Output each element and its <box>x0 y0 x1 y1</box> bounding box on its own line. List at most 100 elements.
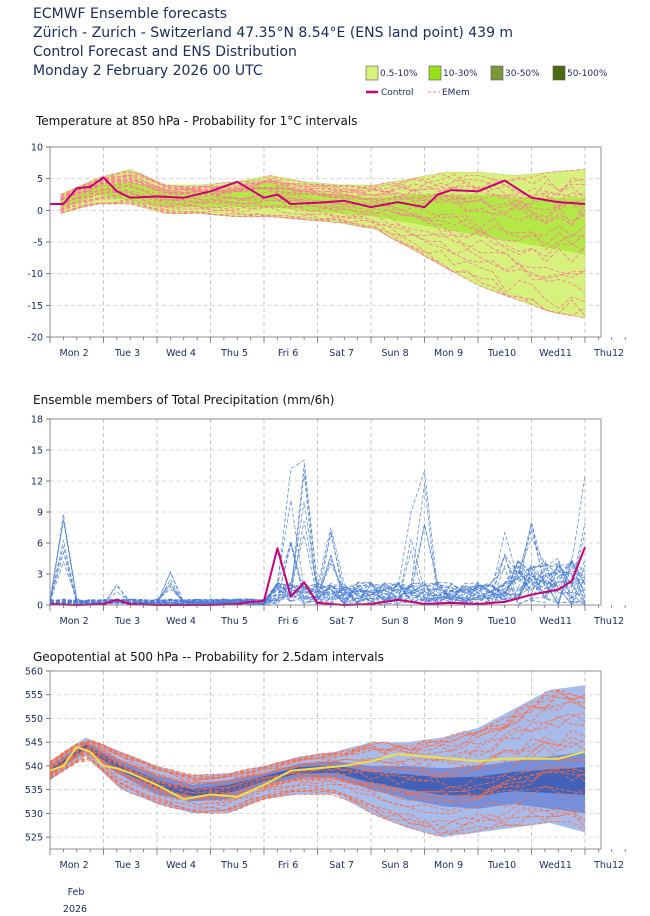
x-tick-label: Wed 4 <box>166 860 196 871</box>
y-tick-label: 5 <box>37 174 43 185</box>
legend-emem-label: EMem <box>442 88 470 98</box>
ensemble-member-line <box>60 182 586 238</box>
x-tick-label: Wed 4 <box>166 348 196 359</box>
ensemble-member-line <box>49 757 586 834</box>
x-tick-label: Tue 3 <box>114 348 140 359</box>
y-tick-label: 10 <box>31 143 43 154</box>
x-tick-label: Thu12 <box>593 860 624 871</box>
ensemble-member-line <box>49 713 586 784</box>
y-tick-label: 525 <box>25 833 43 844</box>
x-tick-label: Sun 8 <box>382 348 409 359</box>
control-line <box>49 546 586 606</box>
ensemble-member-line <box>49 689 586 777</box>
y-tick-label: 535 <box>25 785 43 796</box>
ensemble-member-line <box>49 694 586 779</box>
y-tick-label: 6 <box>37 539 43 550</box>
legend-label-2: 30-50% <box>505 69 540 79</box>
x-tick-label: Tue10 <box>487 616 516 627</box>
header-date: Monday 2 February 2026 00 UTC <box>33 63 263 79</box>
x-tick-label: Sat 7 <box>329 616 354 627</box>
ensemble-member-line <box>49 760 586 837</box>
x-tick-label: Tue 3 <box>114 616 140 627</box>
y-tick-label: -10 <box>27 269 43 280</box>
x-tick-label: Thu12 <box>593 348 624 359</box>
legend-swatch-0 <box>365 65 379 81</box>
panel-2: 560 555 550 545 540 535 530 525 Mon 2 Tue 3 Wed 4 T… <box>25 667 626 871</box>
x-tick-label: Mon 9 <box>434 348 463 359</box>
y-tick-label: 560 <box>25 667 43 678</box>
x-tick-label: Mon 2 <box>60 860 89 871</box>
legend-control-label: Control <box>381 88 414 98</box>
panel-1: 18 15 12 9 6 3 0 Mon 2 Tue 3 Wed 4 Thu 5 Fri 6 Sat 7… <box>31 415 626 627</box>
x-tick-label: Thu12 <box>593 616 624 627</box>
y-tick-label: 12 <box>31 477 43 488</box>
x-tick-label: Wed11 <box>539 860 572 871</box>
legend-label-3: 50-100% <box>567 69 608 79</box>
ensemble-member-line <box>49 483 586 606</box>
plot-frame <box>49 146 602 338</box>
ensemble-member-line <box>49 750 586 799</box>
panel-0: 10 5 0 -5 -10 -15 -20 Mon 2 Tue 3 Wed 4 Thu 5 Fri 6… <box>27 143 626 359</box>
ensemble-member-line <box>60 193 586 278</box>
probability-band-10-30 <box>60 181 585 255</box>
header-subtitle: Control Forecast and ENS Distribution <box>33 44 297 60</box>
y-tick-label: 3 <box>37 570 43 581</box>
legend-label-1: 10-30% <box>443 69 478 79</box>
x-tick-label: Tue10 <box>487 348 516 359</box>
ensemble-member-line <box>60 170 586 198</box>
x-tick-label: Thu 5 <box>220 348 248 359</box>
ensemble-member-line <box>60 190 586 263</box>
ensemble-member-line <box>60 201 586 319</box>
control-line <box>50 176 586 209</box>
x-tick-label: Fri 6 <box>278 348 298 359</box>
y-tick-label: 530 <box>25 809 43 820</box>
x-tick-label: Thu 5 <box>220 616 248 627</box>
ensemble-member-line <box>49 740 586 794</box>
ensemble-member-line <box>49 561 586 605</box>
x-tick-label: Tue10 <box>487 860 516 871</box>
y-tick-label: 550 <box>25 714 43 725</box>
x-tick-label: Sun 8 <box>382 616 409 627</box>
ensemble-member-line <box>60 174 586 197</box>
ensemble-member-line <box>49 520 586 605</box>
legend-swatch-3 <box>552 65 566 81</box>
ensemble-member-line <box>49 750 586 800</box>
y-tick-label: 540 <box>25 761 43 772</box>
plot-frame <box>49 670 602 850</box>
ensemble-member-line <box>49 729 586 792</box>
ensemble-member-line <box>49 758 586 831</box>
control-line <box>49 745 586 801</box>
y-tick-label: -15 <box>27 301 43 312</box>
x-tick-label: Wed 4 <box>166 616 196 627</box>
legend-swatch-1 <box>428 65 442 81</box>
x-tick-label: Fri 6 <box>278 616 298 627</box>
ensemble-member-line <box>49 755 586 815</box>
ensemble-member-line <box>60 180 586 227</box>
temperature-panel-title: Temperature at 850 hPa - Probability for… <box>36 114 358 128</box>
ensemble-member-line <box>60 195 586 293</box>
x-tick-label: Wed11 <box>539 616 572 627</box>
plot-frame <box>49 418 602 606</box>
ensemble-member-line <box>49 464 586 606</box>
ensemble-member-line <box>60 202 586 317</box>
geopotential-panel-title: Geopotential at 500 hPa -- Probability f… <box>33 650 384 664</box>
ensemble-member-line <box>49 750 586 800</box>
x-tick-label: Thu 5 <box>220 860 248 871</box>
ensemble-member-line <box>60 174 586 199</box>
x-tick-label: Mon 9 <box>434 860 463 871</box>
x-tick-label: Sun 8 <box>382 860 409 871</box>
x-tick-label: Sat 7 <box>329 348 354 359</box>
header-location: Zürich - Zurich - Switzerland 47.35°N 8.… <box>33 25 514 41</box>
y-tick-label: -5 <box>34 238 43 249</box>
ensemble-member-line <box>60 194 586 281</box>
ensemble-member-line <box>60 174 586 211</box>
x-tick-label: Mon 2 <box>60 616 89 627</box>
y-tick-label: -20 <box>27 333 43 344</box>
ensemble-member-line <box>49 758 586 836</box>
precipitation-panel-title: Ensemble members of Total Precipitation … <box>33 393 335 407</box>
x-tick-label: Sat 7 <box>329 860 354 871</box>
y-tick-label: 9 <box>37 508 43 519</box>
legend-label-0: 0.5-10% <box>380 69 418 79</box>
ensemble-member-line <box>49 559 586 606</box>
